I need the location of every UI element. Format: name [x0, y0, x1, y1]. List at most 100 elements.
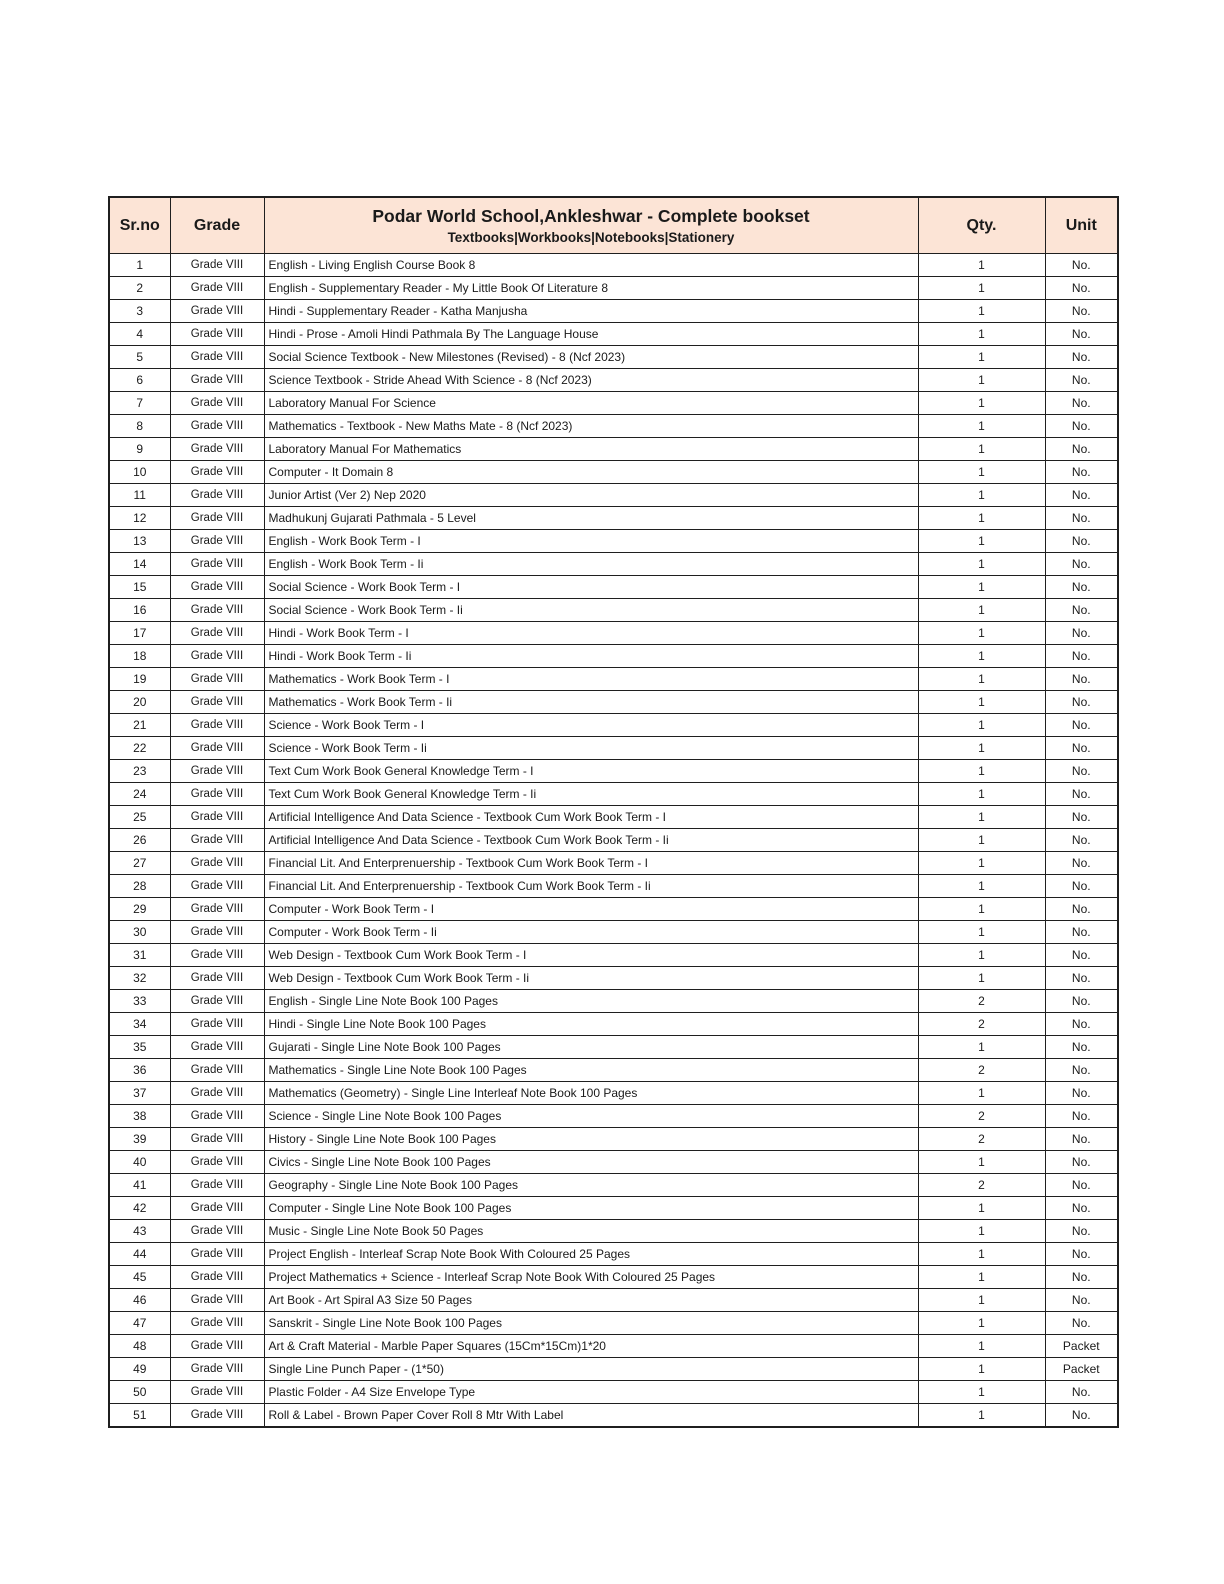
cell-description: English - Single Line Note Book 100 Page…: [263, 989, 919, 1013]
cell-qty: 1: [917, 483, 1046, 507]
cell-unit: No.: [1044, 1150, 1119, 1174]
cell-qty: 1: [917, 1380, 1046, 1404]
cell-grade: Grade VIII: [169, 506, 265, 530]
cell-qty: 1: [917, 1334, 1046, 1358]
cell-qty: 2: [917, 1127, 1046, 1151]
table-row: 24 Grade VIII Text Cum Work Book General…: [108, 782, 1119, 806]
cell-description: Sanskrit - Single Line Note Book 100 Pag…: [263, 1311, 919, 1335]
table-row: 40 Grade VIII Civics - Single Line Note …: [108, 1150, 1119, 1174]
cell-qty: 1: [917, 828, 1046, 852]
cell-description: Project English - Interleaf Scrap Note B…: [263, 1242, 919, 1266]
cell-grade: Grade VIII: [169, 345, 265, 369]
table-row: 29 Grade VIII Computer - Work Book Term …: [108, 897, 1119, 921]
cell-unit: No.: [1044, 1127, 1119, 1151]
cell-description: Artificial Intelligence And Data Science…: [263, 828, 919, 852]
cell-grade: Grade VIII: [169, 1035, 265, 1059]
cell-unit: No.: [1044, 667, 1119, 691]
cell-srno: 51: [108, 1403, 171, 1428]
cell-srno: 38: [108, 1104, 171, 1128]
cell-qty: 1: [917, 598, 1046, 622]
cell-srno: 47: [108, 1311, 171, 1335]
cell-srno: 13: [108, 529, 171, 553]
cell-srno: 32: [108, 966, 171, 990]
cell-qty: 1: [917, 667, 1046, 691]
cell-unit: No.: [1044, 874, 1119, 898]
table-row: 46 Grade VIII Art Book - Art Spiral A3 S…: [108, 1288, 1119, 1312]
cell-description: Financial Lit. And Enterprenuership - Te…: [263, 851, 919, 875]
table-body: 1 Grade VIII English - Living English Co…: [108, 253, 1119, 1428]
cell-srno: 8: [108, 414, 171, 438]
cell-grade: Grade VIII: [169, 575, 265, 599]
cell-qty: 1: [917, 1081, 1046, 1105]
cell-qty: 2: [917, 1173, 1046, 1197]
cell-grade: Grade VIII: [169, 644, 265, 668]
cell-grade: Grade VIII: [169, 1196, 265, 1220]
cell-srno: 33: [108, 989, 171, 1013]
cell-grade: Grade VIII: [169, 437, 265, 461]
cell-grade: Grade VIII: [169, 1058, 265, 1082]
cell-unit: No.: [1044, 483, 1119, 507]
cell-qty: 1: [917, 897, 1046, 921]
cell-srno: 26: [108, 828, 171, 852]
cell-srno: 5: [108, 345, 171, 369]
cell-srno: 30: [108, 920, 171, 944]
cell-grade: Grade VIII: [169, 1403, 265, 1428]
cell-unit: No.: [1044, 299, 1119, 323]
cell-unit: No.: [1044, 276, 1119, 300]
cell-unit: No.: [1044, 345, 1119, 369]
table-row: 37 Grade VIII Mathematics (Geometry) - S…: [108, 1081, 1119, 1105]
cell-srno: 25: [108, 805, 171, 829]
cell-unit: No.: [1044, 1012, 1119, 1036]
table-row: 12 Grade VIII Madhukunj Gujarati Pathmal…: [108, 506, 1119, 530]
cell-srno: 22: [108, 736, 171, 760]
cell-grade: Grade VIII: [169, 1311, 265, 1335]
cell-srno: 46: [108, 1288, 171, 1312]
cell-qty: 1: [917, 414, 1046, 438]
table-row: 42 Grade VIII Computer - Single Line Not…: [108, 1196, 1119, 1220]
cell-qty: 1: [917, 437, 1046, 461]
table-row: 39 Grade VIII History - Single Line Note…: [108, 1127, 1119, 1151]
table-row: 49 Grade VIII Single Line Punch Paper - …: [108, 1357, 1119, 1381]
cell-description: Mathematics - Single Line Note Book 100 …: [263, 1058, 919, 1082]
cell-grade: Grade VIII: [169, 920, 265, 944]
cell-qty: 1: [917, 506, 1046, 530]
cell-grade: Grade VIII: [169, 1357, 265, 1381]
cell-unit: No.: [1044, 782, 1119, 806]
cell-grade: Grade VIII: [169, 1380, 265, 1404]
cell-description: Art Book - Art Spiral A3 Size 50 Pages: [263, 1288, 919, 1312]
cell-qty: 1: [917, 1357, 1046, 1381]
cell-qty: 1: [917, 1150, 1046, 1174]
cell-unit: No.: [1044, 414, 1119, 438]
cell-srno: 42: [108, 1196, 171, 1220]
cell-grade: Grade VIII: [169, 1173, 265, 1197]
cell-description: English - Work Book Term - Ii: [263, 552, 919, 576]
table-row: 13 Grade VIII English - Work Book Term -…: [108, 529, 1119, 553]
cell-unit: No.: [1044, 1104, 1119, 1128]
cell-unit: No.: [1044, 989, 1119, 1013]
cell-qty: 1: [917, 1196, 1046, 1220]
column-header-unit: Unit: [1044, 196, 1119, 254]
cell-srno: 1: [108, 253, 171, 277]
cell-description: Hindi - Work Book Term - I: [263, 621, 919, 645]
cell-description: Computer - Single Line Note Book 100 Pag…: [263, 1196, 919, 1220]
cell-srno: 40: [108, 1150, 171, 1174]
table-row: 50 Grade VIII Plastic Folder - A4 Size E…: [108, 1380, 1119, 1404]
cell-srno: 9: [108, 437, 171, 461]
table-row: 20 Grade VIII Mathematics - Work Book Te…: [108, 690, 1119, 714]
cell-unit: No.: [1044, 1035, 1119, 1059]
cell-grade: Grade VIII: [169, 1288, 265, 1312]
cell-srno: 28: [108, 874, 171, 898]
cell-qty: 1: [917, 253, 1046, 277]
cell-description: English - Living English Course Book 8: [263, 253, 919, 277]
cell-unit: No.: [1044, 1265, 1119, 1289]
cell-unit: No.: [1044, 897, 1119, 921]
cell-srno: 10: [108, 460, 171, 484]
table-row: 22 Grade VIII Science - Work Book Term -…: [108, 736, 1119, 760]
cell-unit: No.: [1044, 1058, 1119, 1082]
table-row: 4 Grade VIII Hindi - Prose - Amoli Hindi…: [108, 322, 1119, 346]
cell-unit: No.: [1044, 368, 1119, 392]
cell-description: Madhukunj Gujarati Pathmala - 5 Level: [263, 506, 919, 530]
cell-description: Geography - Single Line Note Book 100 Pa…: [263, 1173, 919, 1197]
cell-unit: No.: [1044, 1311, 1119, 1335]
cell-srno: 31: [108, 943, 171, 967]
